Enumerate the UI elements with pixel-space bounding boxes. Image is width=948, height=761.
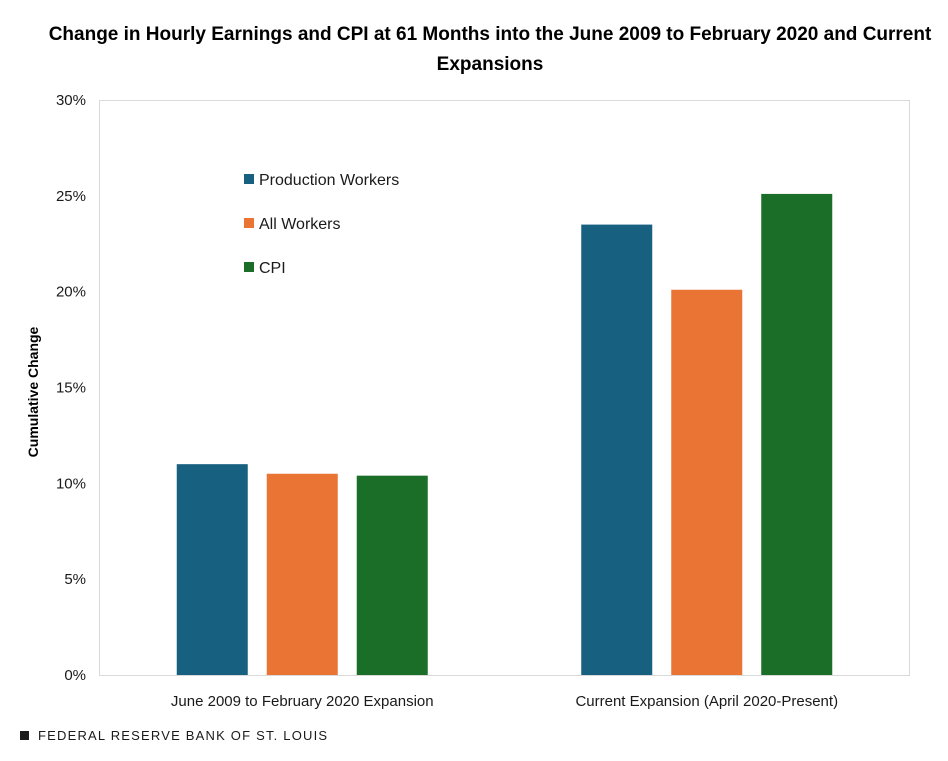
bar-production-workers-0 [176,464,248,675]
bar-all-workers-1 [671,289,743,675]
legend-label: All Workers [259,216,341,233]
legend: Production Workers All Workers CPI [244,172,399,277]
y-tick-label: 10% [56,475,86,492]
bar-cpi-0 [356,475,428,675]
bar-cpi-1 [761,193,833,675]
bar-production-workers-1 [581,224,653,676]
y-tick-label: 15% [56,380,86,397]
y-tick-label: 5% [64,571,86,588]
y-tick-label: 30% [56,92,86,109]
y-tick-label: 0% [64,667,86,684]
source-footer: FEDERAL RESERVE BANK OF ST. LOUIS [20,727,328,743]
bar-all-workers-0 [266,473,338,675]
y-axis-ticks: 0% 5% 10% 15% 20% 25% 30% [56,92,86,684]
source-label: FEDERAL RESERVE BANK OF ST. LOUIS [38,727,329,743]
legend-swatch [244,174,254,184]
x-axis-labels: June 2009 to February 2020 Expansion Curr… [171,693,838,710]
legend-swatch [244,218,254,228]
legend-label: CPI [259,260,286,277]
chart-title: Change in Hourly Earnings and CPI at 61 … [48,24,932,75]
x-category-label: June 2009 to February 2020 Expansion [171,693,434,710]
x-category-label: Current Expansion (April 2020-Present) [575,693,838,710]
bars [176,193,833,676]
plot-area [99,100,910,676]
square-bullet-icon [20,730,29,740]
legend-swatch [244,262,254,272]
legend-label: Production Workers [259,172,399,189]
y-axis-title: Cumulative Change [25,326,41,457]
y-tick-label: 25% [56,188,86,205]
y-tick-label: 20% [56,284,86,301]
